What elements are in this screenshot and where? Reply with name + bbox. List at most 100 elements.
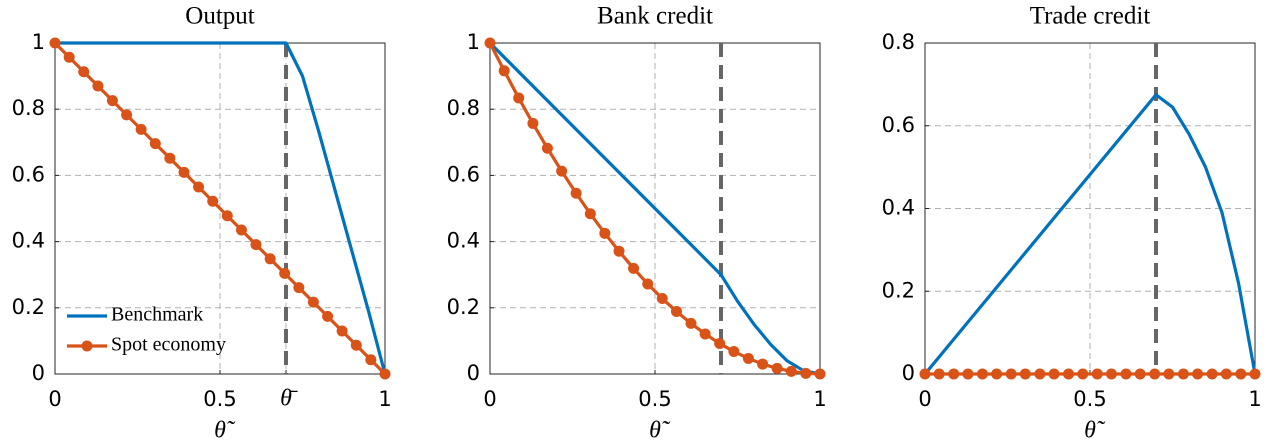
x-tick-label: 1 — [378, 387, 391, 411]
series-marker — [656, 293, 668, 305]
subplot: Trade credit 0 0.2 0.4 0.6 0.8 0 0.5 1 θ̃ — [882, 3, 1262, 444]
series-marker — [1163, 368, 1175, 380]
series-marker — [1149, 368, 1161, 380]
series-marker — [106, 95, 118, 107]
series-marker — [92, 80, 104, 92]
series-marker — [1220, 368, 1232, 380]
y-tick-label: 0 — [32, 361, 45, 385]
x-tick-label: 0.5 — [638, 387, 671, 411]
y-tick-label: 0.4 — [447, 229, 480, 253]
series-marker — [336, 325, 348, 337]
series-marker — [814, 368, 826, 380]
series-marker — [1235, 368, 1247, 380]
series-marker — [570, 187, 582, 199]
series-marker — [556, 165, 568, 177]
series-marker — [1105, 368, 1117, 380]
y-tick-label: 0 — [902, 361, 915, 385]
series-line — [55, 41, 387, 375]
y-tick-label: 0.8 — [447, 96, 480, 120]
series-marker — [1019, 368, 1031, 380]
x-tick-label: 1 — [1248, 387, 1261, 411]
y-tick-label: 0 — [467, 361, 480, 385]
series-marker — [1091, 368, 1103, 380]
series-line — [923, 93, 1257, 376]
y-tick-label: 0.4 — [882, 196, 915, 220]
series-marker — [78, 66, 90, 78]
subplot-title: Trade credit — [1030, 3, 1151, 30]
series-marker — [1063, 368, 1075, 380]
x-tick-label: 1 — [813, 387, 826, 411]
series-marker — [379, 368, 391, 380]
series-marker — [1192, 368, 1204, 380]
series-marker — [1048, 368, 1060, 380]
subplot-title: Bank credit — [597, 3, 713, 30]
subplot-title: Output — [185, 3, 255, 30]
series-marker — [991, 368, 1003, 380]
series-marker — [484, 37, 496, 49]
series-marker — [1134, 368, 1146, 380]
series-marker — [584, 208, 596, 220]
series-marker — [670, 305, 682, 317]
series-marker — [714, 338, 726, 350]
series-marker — [293, 282, 305, 294]
series-marker — [685, 317, 697, 329]
y-tick-label: 0.6 — [447, 162, 480, 186]
subplot: Bank credit 0 0.2 0.4 0.6 0.8 1 0 0.5 1 θ̃ — [447, 3, 827, 444]
y-tick-label: 0.2 — [12, 295, 45, 319]
series-marker — [933, 368, 945, 380]
x-tick-label: θ̄ — [280, 386, 298, 412]
series-marker — [757, 358, 769, 370]
x-tick-label: 0.5 — [1073, 387, 1106, 411]
series-marker — [149, 138, 161, 150]
y-tick-label: 0.8 — [882, 30, 915, 54]
series-marker — [919, 368, 931, 380]
x-axis-label: θ̃ — [649, 418, 671, 444]
series-marker — [279, 267, 291, 279]
x-tick-label: 0 — [483, 387, 496, 411]
series-marker — [948, 368, 960, 380]
y-tick-label: 0.6 — [12, 162, 45, 186]
series-marker — [1206, 368, 1218, 380]
series-marker — [365, 354, 377, 366]
series-marker — [63, 51, 75, 63]
legend-marker — [81, 340, 93, 352]
series-marker — [1077, 368, 1089, 380]
series-marker — [307, 296, 319, 308]
series-marker — [742, 352, 754, 364]
series-marker — [1034, 368, 1046, 380]
x-tick-label: 0.5 — [203, 387, 236, 411]
x-tick-label: 0 — [918, 387, 931, 411]
series-marker — [250, 239, 262, 251]
series-marker — [976, 368, 988, 380]
legend-label: Spot economy — [111, 334, 226, 356]
series-marker — [628, 262, 640, 274]
series-line — [488, 41, 821, 376]
y-tick-label: 0.6 — [882, 113, 915, 137]
series-marker — [350, 339, 362, 351]
series-marker — [1249, 368, 1261, 380]
series-marker — [728, 345, 740, 357]
series-marker — [235, 224, 247, 236]
series-marker — [513, 92, 525, 104]
series-marker — [1177, 368, 1189, 380]
subplot: Output 0 0.2 0.4 0.6 0.8 1 0 0.5 θ̄ 1 θ̃ Benchmark Sp… — [12, 3, 392, 444]
x-tick-label: 0 — [48, 387, 61, 411]
series-marker — [207, 195, 219, 207]
series-marker — [613, 245, 625, 257]
series-marker — [962, 368, 974, 380]
series-marker — [221, 210, 233, 222]
series-marker — [599, 227, 611, 239]
series-marker — [1120, 368, 1132, 380]
series-marker — [264, 253, 276, 265]
y-tick-label: 0.8 — [12, 96, 45, 120]
legend-label: Benchmark — [111, 304, 203, 326]
series-marker — [1005, 368, 1017, 380]
series-marker — [699, 328, 711, 340]
x-axis-label: θ̃ — [214, 418, 236, 444]
series-marker — [785, 365, 797, 377]
series-marker — [135, 123, 147, 135]
y-tick-label: 0.2 — [882, 278, 915, 302]
series-marker — [193, 181, 205, 193]
series-marker — [164, 152, 176, 164]
